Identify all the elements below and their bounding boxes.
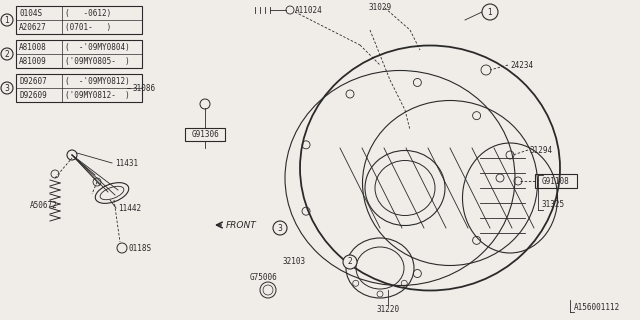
Text: ('09MY0805-  ): ('09MY0805- ) [65, 57, 130, 66]
Text: 3: 3 [278, 223, 282, 233]
Text: D92607: D92607 [19, 76, 47, 85]
Circle shape [1, 14, 13, 26]
Text: 31325: 31325 [541, 199, 564, 209]
Text: (   -0612): ( -0612) [65, 9, 111, 18]
Text: G75006: G75006 [250, 274, 278, 283]
Text: A156001112: A156001112 [574, 303, 620, 313]
Bar [16, 6, 142, 34]
Text: ('09MY0812-  ): ('09MY0812- ) [65, 91, 130, 100]
Text: 2: 2 [4, 50, 10, 59]
Text: (  -'09MY0812): ( -'09MY0812) [65, 76, 130, 85]
Text: 31220: 31220 [376, 306, 399, 315]
Text: 1: 1 [488, 7, 492, 17]
Bar [185, 128, 225, 141]
Text: 0104S: 0104S [19, 9, 42, 18]
Text: 3: 3 [4, 84, 10, 92]
Text: (  -'09MY0804): ( -'09MY0804) [65, 43, 130, 52]
Circle shape [482, 4, 498, 20]
Circle shape [273, 221, 287, 235]
Text: 11442: 11442 [118, 204, 141, 212]
Circle shape [1, 82, 13, 94]
Text: A81009: A81009 [19, 57, 47, 66]
Text: 24234: 24234 [510, 60, 533, 69]
Bar [16, 40, 142, 68]
Text: 31294: 31294 [530, 146, 553, 155]
Circle shape [343, 255, 357, 269]
Text: 32103: 32103 [282, 258, 305, 267]
Text: 31086: 31086 [132, 84, 155, 92]
Text: A11024: A11024 [295, 5, 323, 14]
Text: 1: 1 [4, 15, 10, 25]
Text: D92609: D92609 [19, 91, 47, 100]
Text: (0701-   ): (0701- ) [65, 22, 111, 31]
Text: A81008: A81008 [19, 43, 47, 52]
Text: G91306: G91306 [191, 130, 219, 139]
Text: A20627: A20627 [19, 22, 47, 31]
Text: G91108: G91108 [542, 177, 570, 186]
Circle shape [1, 48, 13, 60]
Bar [535, 174, 577, 188]
Text: 11431: 11431 [115, 158, 138, 167]
Text: 2: 2 [348, 258, 353, 267]
Text: 0118S: 0118S [128, 244, 151, 252]
Text: A50672: A50672 [30, 201, 58, 210]
Text: FRONT: FRONT [226, 220, 257, 229]
Bar [16, 74, 142, 102]
Text: 31029: 31029 [368, 3, 391, 12]
